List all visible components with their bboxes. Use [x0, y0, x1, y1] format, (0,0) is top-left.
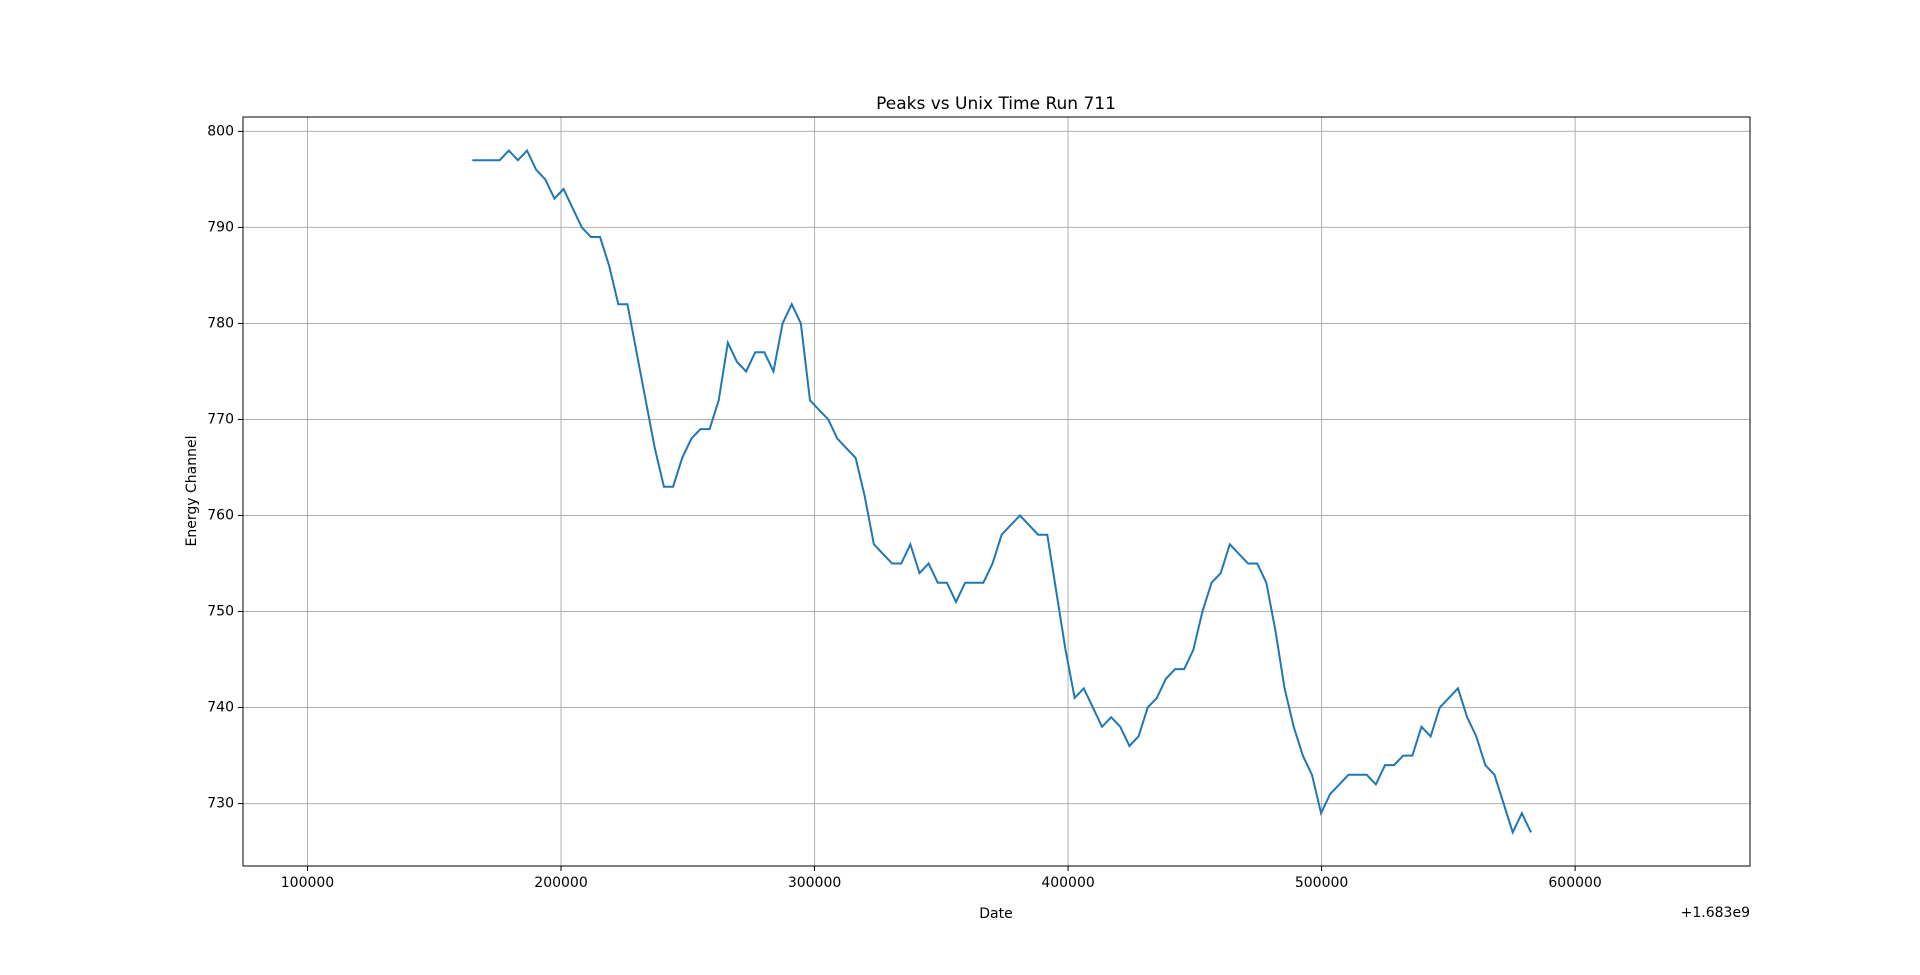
x-tick-label: 400000	[1041, 875, 1094, 891]
y-tick-label: 780	[207, 315, 234, 331]
x-tick-label: 300000	[788, 875, 841, 891]
x-tick-label: 200000	[534, 875, 587, 891]
y-axis-label: Energy Channel	[184, 436, 200, 547]
y-tick-label: 800	[207, 123, 234, 139]
data-line	[472, 148, 1532, 836]
plot-frame	[242, 116, 1751, 867]
chart-title: Peaks vs Unix Time Run 711	[876, 94, 1116, 114]
y-tick-label: 770	[207, 411, 234, 427]
x-axis-label: Date	[979, 906, 1012, 922]
y-tick-label: 750	[207, 604, 234, 620]
y-tick-label: 740	[207, 700, 234, 716]
y-tick-label: 760	[207, 508, 234, 524]
x-tick-label: 600000	[1548, 875, 1601, 891]
x-tick-label: 500000	[1295, 875, 1348, 891]
y-tick-label: 790	[207, 219, 234, 235]
x-tick-label: 100000	[281, 875, 334, 891]
y-tick-label: 730	[207, 796, 234, 812]
x-offset-label: +1.683e9	[1681, 905, 1750, 921]
